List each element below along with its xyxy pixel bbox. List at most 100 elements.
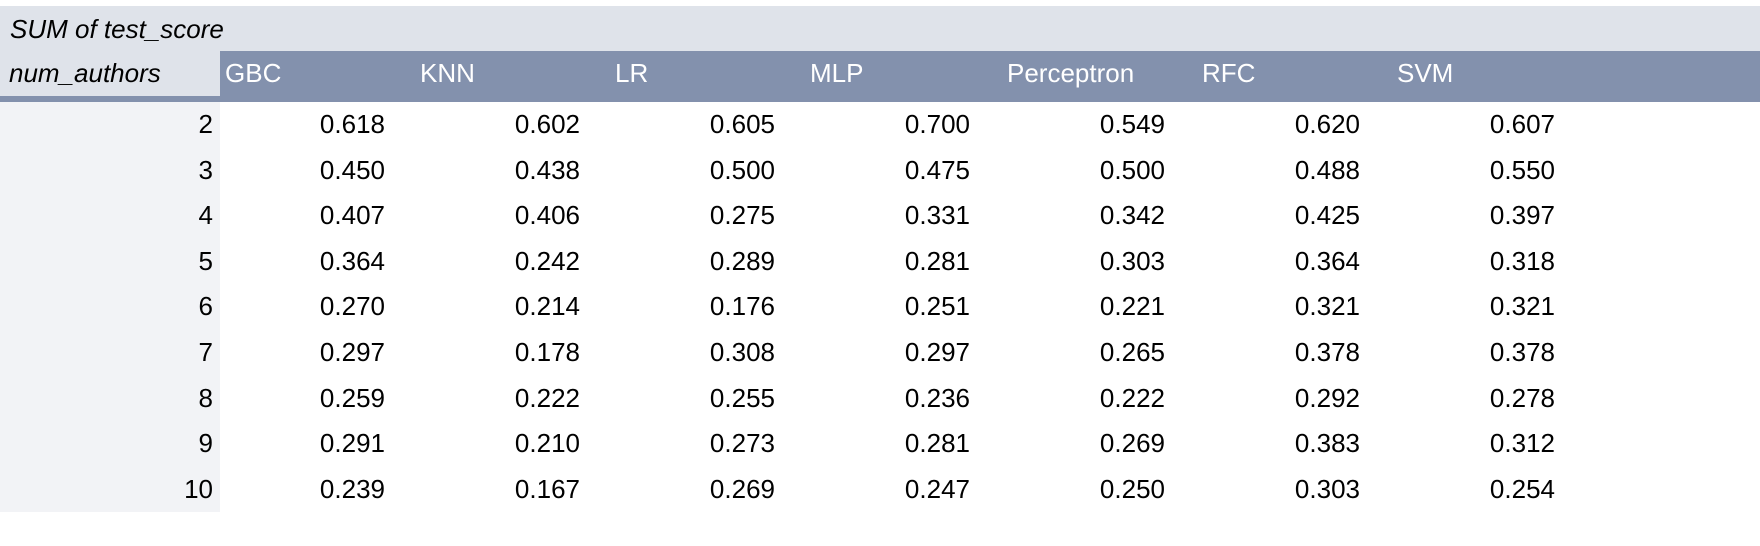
pivot-body: 2 0.618 0.602 0.605 0.700 0.549 0.620 0.607 3 0.4… — [0, 102, 1760, 513]
row-key: 5 — [0, 238, 220, 285]
table-cell[interactable]: 0.500 — [1099, 154, 1165, 185]
table-cell[interactable]: 0.475 — [904, 154, 970, 185]
table-cell[interactable]: 0.488 — [1294, 154, 1360, 185]
table-cell[interactable]: 0.364 — [319, 245, 385, 276]
table-cell[interactable]: 0.602 — [514, 109, 580, 139]
table-cell[interactable]: 0.618 — [319, 109, 385, 139]
pivot-header-row: num_authors GBC KNN LR MLP Perceptron RFC SVM — [0, 51, 1760, 96]
table-cell[interactable]: 0.259 — [319, 382, 385, 413]
table-cell[interactable]: 0.605 — [709, 109, 775, 139]
table-cell[interactable]: 0.438 — [514, 154, 580, 185]
table-cell[interactable]: 0.407 — [319, 200, 385, 231]
table-cell[interactable]: 0.254 — [1489, 473, 1555, 504]
column-header-knn[interactable]: KNN — [420, 58, 475, 88]
table-cell[interactable]: 0.270 — [319, 291, 385, 322]
row-cells: 0.259 0.222 0.255 0.236 0.222 0.292 0.278 — [220, 376, 1760, 422]
row-cells: 0.450 0.438 0.500 0.475 0.500 0.488 0.550 — [220, 148, 1760, 194]
table-cell[interactable]: 0.281 — [904, 245, 970, 276]
row-key: 8 — [0, 375, 220, 422]
row-key: 4 — [0, 193, 220, 239]
table-cell[interactable]: 0.331 — [904, 200, 970, 231]
table-row: 7 0.297 0.178 0.308 0.297 0.265 0.378 0.378 — [0, 329, 1760, 376]
header-divider — [0, 96, 1760, 102]
row-cells: 0.618 0.602 0.605 0.700 0.549 0.620 0.607 — [220, 102, 1760, 148]
table-row: 9 0.291 0.210 0.273 0.281 0.269 0.383 0.312 — [0, 421, 1760, 467]
pivot-table: SUM of test_score num_authors GBC KNN LR ML… — [0, 6, 1760, 513]
table-cell[interactable]: 0.289 — [709, 245, 775, 276]
table-cell[interactable]: 0.210 — [514, 428, 580, 459]
table-cell[interactable]: 0.178 — [514, 336, 580, 367]
table-cell[interactable]: 0.291 — [319, 428, 385, 459]
column-header-mlp[interactable]: MLP — [810, 58, 864, 88]
row-cells: 0.239 0.167 0.269 0.247 0.250 0.303 0.254 — [220, 467, 1760, 513]
table-cell[interactable]: 0.251 — [904, 291, 970, 322]
table-cell[interactable]: 0.321 — [1489, 291, 1555, 322]
table-cell[interactable]: 0.273 — [709, 428, 775, 459]
row-cells: 0.270 0.214 0.176 0.251 0.221 0.321 0.321 — [220, 284, 1760, 330]
table-row: 5 0.364 0.242 0.289 0.281 0.303 0.364 0.318 — [0, 238, 1760, 285]
column-header-svm[interactable]: SVM — [1397, 58, 1454, 88]
table-cell[interactable]: 0.275 — [709, 200, 775, 231]
row-key: 3 — [0, 147, 220, 194]
column-header-rfc[interactable]: RFC — [1202, 58, 1256, 88]
table-cell[interactable]: 0.312 — [1489, 428, 1555, 459]
table-cell[interactable]: 0.242 — [514, 245, 580, 276]
table-cell[interactable]: 0.550 — [1489, 154, 1555, 185]
row-cells: 0.364 0.242 0.289 0.281 0.303 0.364 0.318 — [220, 239, 1760, 285]
table-cell[interactable]: 0.269 — [1099, 428, 1165, 459]
pivot-title-row: SUM of test_score — [0, 6, 1760, 51]
row-key: 9 — [0, 421, 220, 467]
table-cell[interactable]: 0.397 — [1489, 200, 1555, 231]
table-cell[interactable]: 0.278 — [1489, 382, 1555, 413]
table-cell[interactable]: 0.383 — [1294, 428, 1360, 459]
table-cell[interactable]: 0.700 — [904, 109, 970, 139]
table-cell[interactable]: 0.342 — [1099, 200, 1165, 231]
column-header-perceptron[interactable]: Perceptron — [1007, 58, 1135, 88]
row-key: 6 — [0, 284, 220, 330]
row-key: 7 — [0, 329, 220, 376]
table-cell[interactable]: 0.303 — [1099, 245, 1165, 276]
row-field-label[interactable]: num_authors — [0, 51, 220, 96]
table-cell[interactable]: 0.425 — [1294, 200, 1360, 231]
table-row: 3 0.450 0.438 0.500 0.475 0.500 0.488 0.550 — [0, 147, 1760, 194]
column-headers: GBC KNN LR MLP Perceptron RFC SVM — [220, 51, 1760, 96]
table-cell[interactable]: 0.214 — [514, 291, 580, 322]
column-header-lr[interactable]: LR — [615, 58, 649, 88]
table-cell[interactable]: 0.236 — [904, 382, 970, 413]
table-cell[interactable]: 0.378 — [1294, 336, 1360, 367]
table-cell[interactable]: 0.308 — [709, 336, 775, 367]
table-cell[interactable]: 0.255 — [709, 382, 775, 413]
table-cell[interactable]: 0.239 — [319, 473, 385, 504]
table-cell[interactable]: 0.303 — [1294, 473, 1360, 504]
table-cell[interactable]: 0.549 — [1099, 109, 1165, 139]
table-cell[interactable]: 0.406 — [514, 200, 580, 231]
table-cell[interactable]: 0.292 — [1294, 382, 1360, 413]
pivot-title: SUM of test_score — [10, 14, 224, 44]
column-header-gbc[interactable]: GBC — [225, 58, 282, 88]
table-cell[interactable]: 0.364 — [1294, 245, 1360, 276]
table-row: 10 0.239 0.167 0.269 0.247 0.250 0.303 0.254 — [0, 466, 1760, 513]
table-cell[interactable]: 0.500 — [709, 154, 775, 185]
table-row: 6 0.270 0.214 0.176 0.251 0.221 0.321 0.321 — [0, 284, 1760, 330]
table-cell[interactable]: 0.281 — [904, 428, 970, 459]
table-cell[interactable]: 0.318 — [1489, 245, 1555, 276]
table-cell[interactable]: 0.247 — [904, 473, 970, 504]
row-key: 10 — [0, 466, 220, 513]
table-cell[interactable]: 0.222 — [514, 382, 580, 413]
table-cell[interactable]: 0.167 — [514, 473, 580, 504]
table-cell[interactable]: 0.321 — [1294, 291, 1360, 322]
table-cell[interactable]: 0.607 — [1489, 109, 1555, 139]
table-cell[interactable]: 0.297 — [319, 336, 385, 367]
table-cell[interactable]: 0.222 — [1099, 382, 1165, 413]
row-cells: 0.297 0.178 0.308 0.297 0.265 0.378 0.378 — [220, 330, 1760, 376]
row-cells: 0.407 0.406 0.275 0.331 0.342 0.425 0.397 — [220, 193, 1760, 239]
table-cell[interactable]: 0.221 — [1099, 291, 1165, 322]
table-cell[interactable]: 0.378 — [1489, 336, 1555, 367]
table-cell[interactable]: 0.620 — [1294, 109, 1360, 139]
table-cell[interactable]: 0.265 — [1099, 336, 1165, 367]
table-cell[interactable]: 0.297 — [904, 336, 970, 367]
table-cell[interactable]: 0.450 — [319, 154, 385, 185]
table-cell[interactable]: 0.176 — [709, 291, 775, 322]
table-cell[interactable]: 0.269 — [709, 473, 775, 504]
table-cell[interactable]: 0.250 — [1099, 473, 1165, 504]
